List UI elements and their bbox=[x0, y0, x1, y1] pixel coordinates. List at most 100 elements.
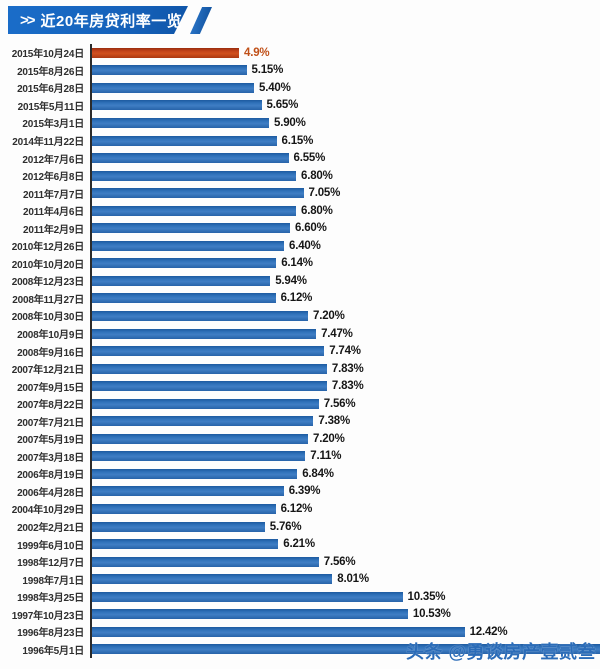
value-label: 7.38% bbox=[318, 415, 350, 428]
date-label: 2015年3月1日 bbox=[22, 119, 84, 131]
rate-bar bbox=[92, 503, 276, 514]
rate-bar bbox=[92, 65, 247, 76]
value-label: 5.76% bbox=[269, 520, 302, 533]
bar-row: 2007年8月22日 7.56% bbox=[0, 394, 600, 413]
date-label: 2004年10月29日 bbox=[11, 505, 84, 517]
date-label: 1998年3月25日 bbox=[17, 593, 84, 605]
bar-track: 6.21% bbox=[90, 535, 600, 553]
date-label: 2002年2月21日 bbox=[17, 523, 84, 535]
bar-track: 10.35% bbox=[90, 587, 600, 606]
value-label: 7.74% bbox=[329, 345, 361, 358]
bar-track: 5.65% bbox=[90, 96, 600, 115]
date-label: 2015年8月26日 bbox=[17, 66, 84, 78]
value-label: 4.9% bbox=[244, 46, 270, 59]
bar-row: 2014年11月22日 6.15% bbox=[0, 131, 600, 150]
bar-track bbox=[90, 640, 600, 659]
bar-row: 2004年10月29日 6.12% bbox=[0, 500, 600, 518]
value-label: 6.80% bbox=[301, 169, 333, 182]
value-label: 7.47% bbox=[321, 327, 353, 340]
rate-bar bbox=[92, 100, 262, 111]
bar-track: 6.60% bbox=[90, 219, 600, 238]
value-label: 5.94% bbox=[275, 274, 307, 287]
bar-track: 5.76% bbox=[90, 517, 600, 536]
date-label: 2008年10月30日 bbox=[11, 312, 84, 324]
bar-track: 6.12% bbox=[90, 289, 600, 308]
bar-track: 6.39% bbox=[90, 482, 600, 501]
date-label: 1998年7月1日 bbox=[22, 575, 84, 587]
value-label: 10.35% bbox=[407, 590, 446, 603]
bar-track: 12.42% bbox=[90, 623, 600, 641]
date-label: 2008年10月9日 bbox=[17, 330, 84, 342]
bar-row: 2015年10月24日 4.9% bbox=[0, 44, 600, 62]
rate-bar bbox=[92, 591, 403, 602]
date-label: 2007年8月22日 bbox=[17, 400, 84, 412]
date-label: 2008年11月27日 bbox=[12, 294, 84, 306]
rate-bar bbox=[92, 521, 265, 532]
date-label: 2012年7月6日 bbox=[22, 154, 84, 166]
value-label: 12.42% bbox=[469, 625, 508, 638]
bar-track: 7.11% bbox=[90, 447, 600, 466]
rate-bar bbox=[92, 275, 271, 286]
bar-row: 1997年10月23日 10.53% bbox=[0, 605, 600, 624]
date-label: 2014年11月22日 bbox=[12, 137, 84, 148]
date-label: 1996年5月1日 bbox=[22, 645, 84, 657]
value-label: 6.40% bbox=[289, 239, 321, 252]
value-label: 6.39% bbox=[288, 485, 321, 498]
bar-row: 1996年8月23日 12.42% bbox=[0, 623, 600, 641]
bar-row: 1999年6月10日 6.21% bbox=[0, 535, 600, 553]
title-banner-background bbox=[8, 6, 188, 34]
bar-track: 5.15% bbox=[90, 61, 600, 80]
rate-bar bbox=[92, 539, 279, 550]
value-label: 6.55% bbox=[293, 152, 326, 165]
bar-row: 2007年9月15日 7.83% bbox=[0, 377, 600, 395]
bar-track: 6.80% bbox=[90, 201, 600, 220]
bar-track: 6.12% bbox=[90, 500, 600, 518]
rate-bar-chart: 2015年10月24日 4.9% 2015年8月26日 5.15% 2015年6… bbox=[0, 44, 600, 659]
bar-track: 6.55% bbox=[90, 149, 600, 167]
rate-bar bbox=[92, 363, 327, 374]
date-label: 1996年8月23日 bbox=[17, 628, 84, 640]
bar-track: 6.80% bbox=[90, 166, 600, 185]
date-label: 2007年12月21日 bbox=[11, 365, 84, 377]
value-label: 7.20% bbox=[313, 432, 345, 445]
value-label: 7.83% bbox=[331, 380, 364, 393]
date-label: 2010年12月26日 bbox=[11, 242, 84, 254]
rate-bar bbox=[92, 626, 465, 637]
bar-track: 6.15% bbox=[90, 131, 600, 150]
rate-bar bbox=[92, 556, 319, 567]
date-label: 2011年4月6日 bbox=[22, 207, 84, 219]
value-label: 8.01% bbox=[337, 573, 369, 586]
rate-bar bbox=[92, 486, 284, 497]
rate-bar bbox=[92, 310, 308, 321]
date-label: 2015年6月28日 bbox=[17, 84, 84, 96]
bar-track: 7.83% bbox=[90, 359, 600, 378]
rate-bar bbox=[92, 416, 314, 427]
rate-bar bbox=[92, 346, 325, 357]
bar-row: 2007年12月21日 7.83% bbox=[0, 359, 600, 378]
bar-track: 6.84% bbox=[90, 465, 600, 483]
value-label: 10.53% bbox=[412, 608, 451, 621]
rate-bar bbox=[92, 644, 600, 655]
bar-track: 5.94% bbox=[90, 272, 600, 290]
page-title-text: 近20年房贷利率一览 bbox=[40, 12, 183, 30]
value-label: 6.80% bbox=[301, 204, 333, 217]
value-label: 6.14% bbox=[281, 257, 313, 270]
rate-bar bbox=[92, 468, 298, 479]
rate-bar bbox=[92, 258, 277, 269]
bar-track: 4.9% bbox=[90, 44, 600, 62]
rate-bar bbox=[92, 188, 304, 199]
date-label: 2007年3月18日 bbox=[17, 452, 84, 464]
value-label: 5.15% bbox=[251, 64, 284, 77]
bar-track: 5.40% bbox=[90, 79, 600, 97]
bar-row: 2008年9月16日 7.74% bbox=[0, 342, 600, 360]
rate-bar bbox=[92, 574, 333, 585]
value-label: 7.83% bbox=[331, 362, 364, 375]
rate-bar bbox=[92, 223, 290, 234]
date-label: 2015年10月24日 bbox=[11, 49, 84, 61]
bar-row: 2010年12月26日 6.40% bbox=[0, 237, 600, 255]
bar-track: 7.38% bbox=[90, 412, 600, 431]
bar-row: 2008年12月23日 5.94% bbox=[0, 272, 600, 290]
bar-track: 6.14% bbox=[90, 254, 600, 273]
value-label: 6.15% bbox=[281, 134, 314, 147]
date-label: 2008年9月16日 bbox=[17, 347, 84, 359]
